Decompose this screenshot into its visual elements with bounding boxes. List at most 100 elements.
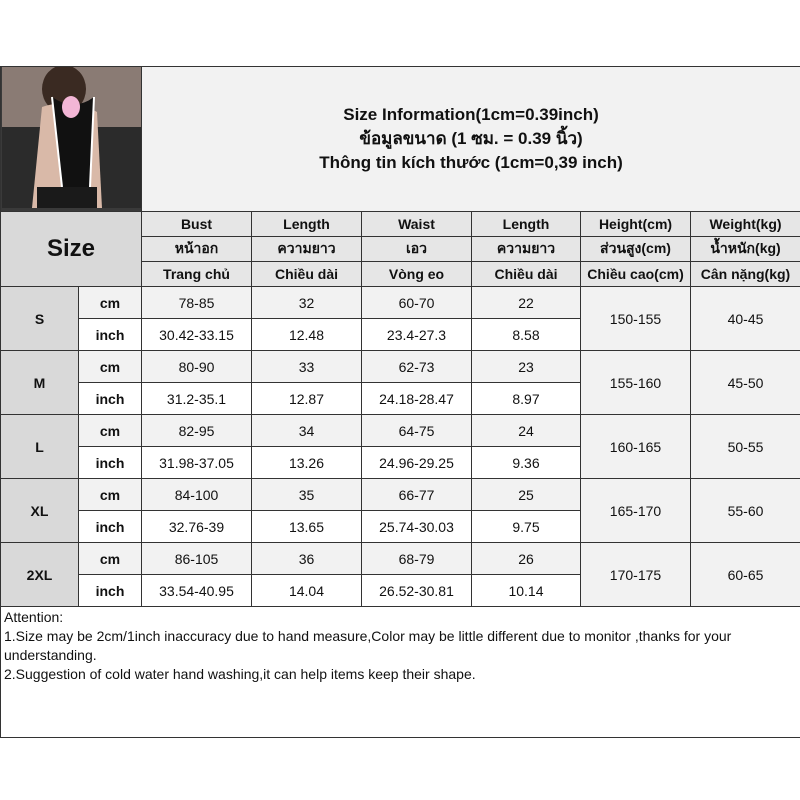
- cell-value: 9.75: [471, 510, 581, 543]
- weight-value: 50-55: [689, 414, 800, 479]
- cell-value: 32.76-39: [141, 510, 252, 543]
- column-header-th: ความยาว: [471, 236, 581, 262]
- cell-value: 82-95: [141, 414, 252, 447]
- cell-value: 23.4-27.3: [361, 318, 472, 351]
- size-label: S: [0, 286, 79, 351]
- column-header-th: หน้าอก: [141, 236, 252, 262]
- cell-value: 24.96-29.25: [361, 446, 472, 479]
- column-header-th: ความยาว: [251, 236, 362, 262]
- product-photo-image: [1, 67, 141, 208]
- column-header-vi: Vòng eo: [361, 261, 472, 287]
- size-label: M: [0, 350, 79, 415]
- unit-label: cm: [78, 542, 142, 575]
- cell-value: 24: [471, 414, 581, 447]
- cell-value: 23: [471, 350, 581, 383]
- product-photo: [0, 66, 142, 212]
- cell-value: 10.14: [471, 574, 581, 607]
- height-value: 165-170: [580, 478, 691, 543]
- height-value: 150-155: [580, 286, 691, 351]
- column-header-th: เอว: [361, 236, 472, 262]
- cell-value: 31.98-37.05: [141, 446, 252, 479]
- cell-value: 60-70: [361, 286, 472, 319]
- cell-value: 13.65: [251, 510, 362, 543]
- attention-line: 1.Size may be 2cm/1inch inaccuracy due t…: [4, 628, 732, 663]
- cell-value: 12.87: [251, 382, 362, 415]
- title-vietnamese: Thông tin kích thước (1cm=0,39 inch): [319, 153, 623, 172]
- unit-label: inch: [78, 574, 142, 607]
- cell-value: 36: [251, 542, 362, 575]
- cell-value: 78-85: [141, 286, 252, 319]
- cell-value: 64-75: [361, 414, 472, 447]
- table-row: inch 32.76-39 13.65 25.74-30.03 9.75: [1, 510, 800, 543]
- cell-value: 8.97: [471, 382, 581, 415]
- cell-value: 26.52-30.81: [361, 574, 472, 607]
- cell-value: 25: [471, 478, 581, 511]
- title-block: Size Information(1cm=0.39inch) ข้อมูลขนา…: [140, 66, 800, 212]
- title-english: Size Information(1cm=0.39inch): [343, 105, 599, 124]
- weight-value: 60-65: [689, 542, 800, 607]
- unit-label: inch: [78, 318, 142, 351]
- cell-value: 26: [471, 542, 581, 575]
- weight-value: 45-50: [689, 350, 800, 415]
- column-header-th: น้ำหนัก(kg): [689, 236, 800, 262]
- attention-line: 2.Suggestion of cold water hand washing,…: [4, 666, 476, 682]
- cell-value: 68-79: [361, 542, 472, 575]
- column-header-vi: Trang chủ: [141, 261, 252, 287]
- column-header-en: Bust: [141, 211, 252, 237]
- cell-value: 9.36: [471, 446, 581, 479]
- height-value: 160-165: [580, 414, 691, 479]
- cell-value: 8.58: [471, 318, 581, 351]
- cell-value: 33: [251, 350, 362, 383]
- column-header-vi: Cân nặng(kg): [689, 261, 800, 287]
- weight-value: 55-60: [689, 478, 800, 543]
- height-value: 155-160: [580, 350, 691, 415]
- height-value: 170-175: [580, 542, 691, 607]
- cell-value: 25.74-30.03: [361, 510, 472, 543]
- unit-label: cm: [78, 414, 142, 447]
- cell-value: 35: [251, 478, 362, 511]
- column-header-vi: Chiều dài: [251, 261, 362, 287]
- column-header-vi: Chiều cao(cm): [580, 261, 691, 287]
- table-row: inch 33.54-40.95 14.04 26.52-30.81 10.14: [1, 574, 800, 607]
- unit-label: inch: [78, 446, 142, 479]
- table-row: 2XL cm 86-105 36 68-79 26 170-175 60-65: [0, 542, 800, 607]
- unit-label: cm: [78, 286, 142, 319]
- size-table: Size Information(1cm=0.39inch) ข้อมูลขนา…: [0, 66, 800, 738]
- cell-value: 31.2-35.1: [141, 382, 252, 415]
- column-header-th: ส่วนสูง(cm): [580, 236, 691, 262]
- unit-label: inch: [78, 510, 142, 543]
- size-label: 2XL: [0, 542, 79, 607]
- size-label: L: [0, 414, 79, 479]
- table-row: inch 30.42-33.15 12.48 23.4-27.3 8.58: [1, 318, 800, 351]
- cell-value: 12.48: [251, 318, 362, 351]
- weight-value: 40-45: [689, 286, 800, 351]
- cell-value: 86-105: [141, 542, 252, 575]
- attention-notes: Attention: 1.Size may be 2cm/1inch inacc…: [0, 606, 800, 738]
- unit-label: cm: [78, 478, 142, 511]
- cell-value: 24.18-28.47: [361, 382, 472, 415]
- column-header-en: Length: [251, 211, 362, 237]
- cell-value: 30.42-33.15: [141, 318, 252, 351]
- column-header-en: Height(cm): [580, 211, 691, 237]
- column-header-en: Length: [471, 211, 581, 237]
- cell-value: 32: [251, 286, 362, 319]
- size-label: XL: [0, 478, 79, 543]
- cell-value: 34: [251, 414, 362, 447]
- size-header: Size: [0, 211, 142, 287]
- cell-value: 33.54-40.95: [141, 574, 252, 607]
- size-chart: Size Information(1cm=0.39inch) ข้อมูลขนา…: [0, 66, 800, 738]
- title-thai: ข้อมูลขนาด (1 ซม. = 0.39 นิ้ว): [359, 129, 583, 148]
- column-header-en: Weight(kg): [689, 211, 800, 237]
- cell-value: 84-100: [141, 478, 252, 511]
- attention-heading: Attention:: [4, 609, 64, 625]
- column-header-vi: Chiều dài: [471, 261, 581, 287]
- cell-value: 22: [471, 286, 581, 319]
- unit-label: inch: [78, 382, 142, 415]
- cell-value: 80-90: [141, 350, 252, 383]
- table-row: XL cm 84-100 35 66-77 25 165-170 55-60: [0, 478, 800, 543]
- cell-value: 13.26: [251, 446, 362, 479]
- cell-value: 62-73: [361, 350, 472, 383]
